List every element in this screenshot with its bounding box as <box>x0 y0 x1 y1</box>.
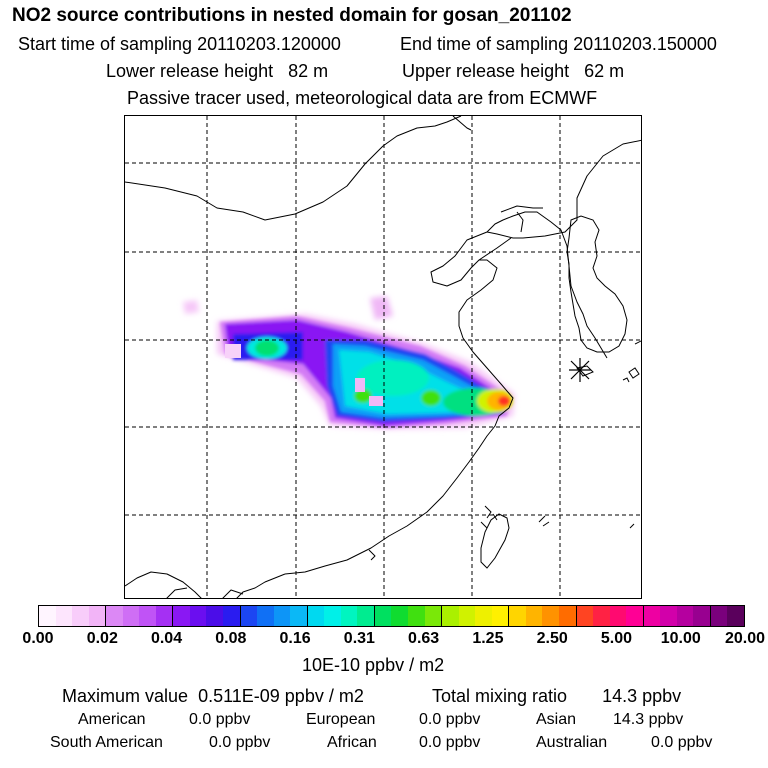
colorbar-cell <box>727 606 744 626</box>
colorbar-tick-label: 0.63 <box>408 630 440 647</box>
region-value-asian: 14.3 ppbv <box>613 711 684 728</box>
colorbar-cell <box>306 606 325 626</box>
start-time-value: 20110203.120000 <box>197 34 341 54</box>
colorbar-cell <box>139 606 156 626</box>
upper-release-value: 62 m <box>584 61 625 81</box>
end-time: End time of sampling 20110203.150000 <box>400 35 717 53</box>
upper-release-label: Upper release height <box>402 61 570 81</box>
colorbar-cell <box>357 606 374 626</box>
colorbar-cell <box>39 606 56 626</box>
colorbar-tick-label: 1.25 <box>472 630 504 647</box>
colorbar-cell <box>122 606 140 626</box>
total-mixing-ratio-label: Total mixing ratio <box>432 686 568 706</box>
map-panel <box>124 115 642 599</box>
colorbar-cell <box>290 606 307 626</box>
end-time-label: End time of sampling <box>400 34 569 54</box>
receptor-star-icon <box>569 358 591 382</box>
start-time: Start time of sampling 20110203.120000 <box>18 35 341 53</box>
lower-release-height: Lower release height 82 m <box>106 62 328 80</box>
colorbar-tick-label: 0.00 <box>22 630 54 647</box>
colorbar-cell <box>206 606 224 626</box>
colorbar-cell <box>391 606 409 626</box>
colorbar-cell <box>324 606 341 626</box>
region-label-south-american: South American <box>50 734 163 751</box>
concentration-plume <box>183 296 515 429</box>
colorbar-cell <box>676 606 694 626</box>
region-value-south-american: 0.0 ppbv <box>209 734 271 751</box>
lower-release-value: 82 m <box>288 61 329 81</box>
region-label-american: American <box>78 711 146 728</box>
colorbar-cell <box>223 606 240 626</box>
colorbar-tick-label: 0.02 <box>86 630 118 647</box>
lower-release-label: Lower release height <box>106 61 274 81</box>
colorbar-unit: 10E-10 ppbv / m2 <box>302 655 445 675</box>
colorbar-tick-label: 0.16 <box>279 630 311 647</box>
taiwan-island <box>480 513 510 569</box>
maximum-value-label: Maximum value <box>62 686 189 706</box>
colorbar-cell <box>609 606 627 626</box>
colorbar-cell <box>491 606 509 626</box>
colorbar-cell <box>155 606 173 626</box>
total-mixing-ratio-value: 14.3 ppbv <box>602 686 682 706</box>
colorbar-cell <box>475 606 492 626</box>
colorbar-cell <box>709 606 728 626</box>
region-label-australian: Australian <box>536 734 608 751</box>
colorbar-cell <box>105 606 123 626</box>
colorbar-cell <box>593 606 610 626</box>
maximum-value: Maximum value 0.511E-09 ppbv / m2 <box>62 687 364 705</box>
colorbar-cell <box>542 606 559 626</box>
colorbar-tick-label: 0.08 <box>215 630 247 647</box>
colorbar-cell <box>525 606 543 626</box>
colorbar-tick-label: 2.50 <box>536 630 568 647</box>
colorbar <box>38 605 745 627</box>
colorbar-cell <box>693 606 710 626</box>
korea-peninsula <box>538 215 641 529</box>
region-value-african: 0.0 ppbv <box>419 734 481 751</box>
tracer-note: Passive tracer used, meteorological data… <box>127 88 598 108</box>
colorbar-cell <box>424 606 442 626</box>
colorbar-cell <box>626 606 643 626</box>
region-label-african: African <box>327 734 377 751</box>
region-value-european: 0.0 ppbv <box>419 711 481 728</box>
colorbar-cell <box>642 606 661 626</box>
colorbar-cell <box>575 606 594 626</box>
start-time-label: Start time of sampling <box>18 34 193 54</box>
colorbar-tick-label: 0.31 <box>343 630 375 647</box>
colorbar-cell <box>458 606 476 626</box>
lat-lon-grid <box>125 116 641 598</box>
colorbar-cell <box>88 606 106 626</box>
colorbar-cell <box>189 606 207 626</box>
colorbar-cell <box>257 606 274 626</box>
colorbar-cell <box>340 606 358 626</box>
colorbar-cell <box>72 606 89 626</box>
region-label-asian: Asian <box>536 711 577 728</box>
maximum-value-text: 0.511E-09 ppbv / m2 <box>198 686 364 706</box>
colorbar-tick-label: 0.04 <box>150 630 183 647</box>
map-title: NO2 source contributions in nested domai… <box>12 5 572 26</box>
colorbar-cell <box>239 606 258 626</box>
map-canvas <box>125 116 641 598</box>
colorbar-cell <box>172 606 190 626</box>
colorbar-cell <box>441 606 459 626</box>
end-time-value: 20110203.150000 <box>573 34 717 54</box>
colorbar-cell <box>660 606 677 626</box>
region-label-european: European <box>306 711 376 728</box>
colorbar-tick-label: 20.00 <box>724 630 766 647</box>
colorbar-cell <box>273 606 291 626</box>
colorbar-cell <box>55 606 73 626</box>
colorbar-cell <box>558 606 576 626</box>
colorbar-cell <box>508 606 526 626</box>
total-mixing-ratio: Total mixing ratio 14.3 ppbv <box>432 687 681 705</box>
region-value-american: 0.0 ppbv <box>189 711 251 728</box>
colorbar-tick-label: 10.00 <box>660 630 701 647</box>
colorbar-cell <box>408 606 425 626</box>
colorbar-cell <box>373 606 392 626</box>
upper-release-height: Upper release height 62 m <box>402 62 624 80</box>
colorbar-tick-label: 5.00 <box>600 630 633 647</box>
region-value-australian: 0.0 ppbv <box>651 734 713 751</box>
